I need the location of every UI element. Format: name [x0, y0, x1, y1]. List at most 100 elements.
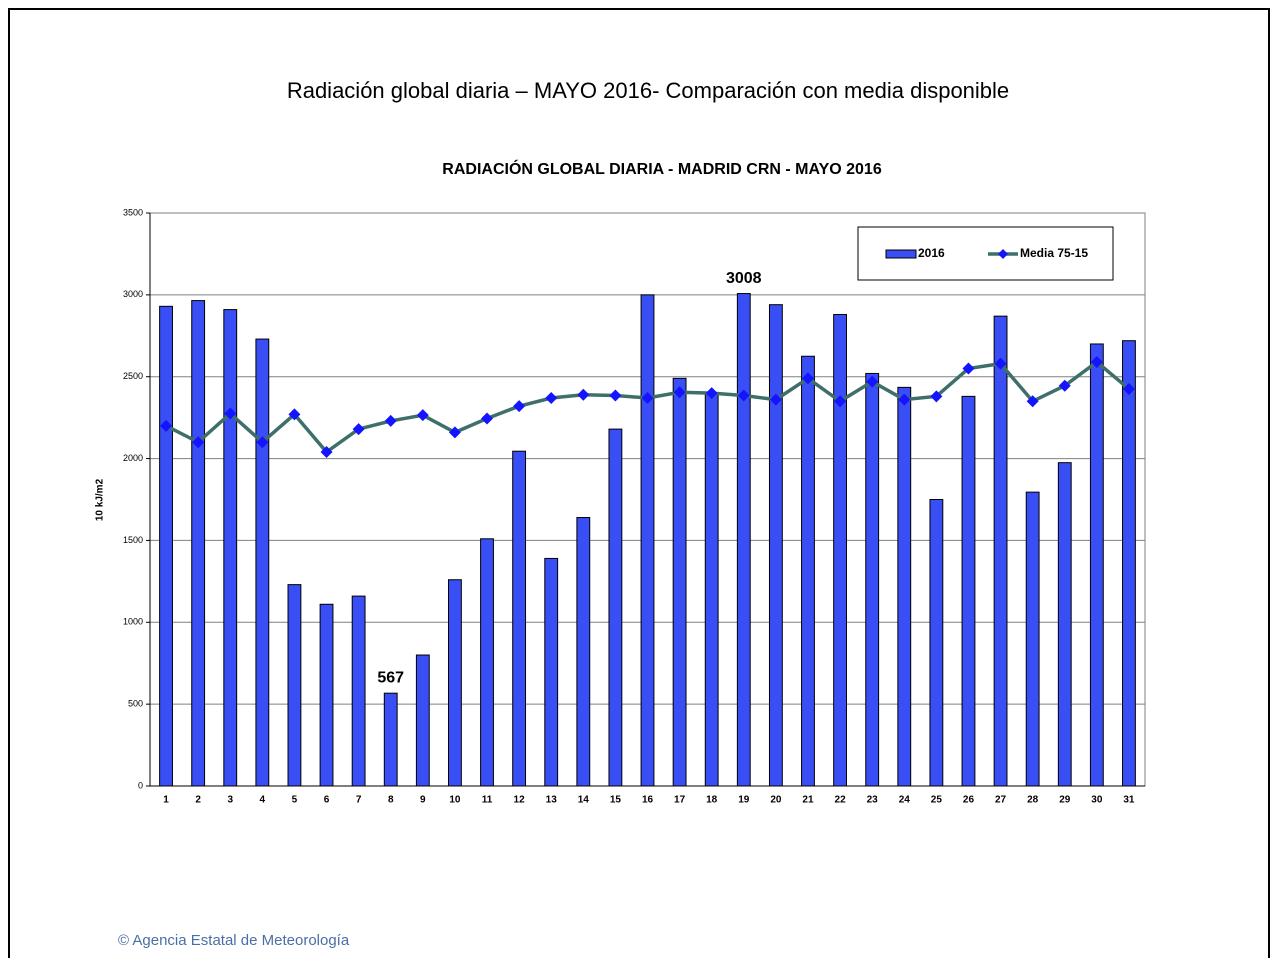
chart-title: RADIACIÓN GLOBAL DIARIA - MADRID CRN - M…	[442, 159, 882, 178]
x-tick-label: 1	[163, 795, 169, 806]
marker	[192, 436, 205, 449]
bar	[480, 538, 494, 787]
x-tick-label: 4	[260, 795, 266, 806]
x-tick-label: 2	[195, 795, 201, 806]
x-tick-label: 21	[802, 795, 814, 806]
bar	[383, 692, 398, 787]
x-tick-label: 5	[292, 795, 298, 806]
x-tick-label: 12	[514, 795, 526, 806]
y-tick-label: 3500	[123, 207, 143, 217]
x-tick-label: 15	[610, 795, 622, 806]
marker	[448, 426, 461, 439]
marker	[256, 436, 269, 449]
marker	[737, 389, 750, 402]
data-label: 567	[377, 669, 404, 686]
legend-label: 2016	[918, 246, 945, 260]
marker	[481, 412, 494, 425]
x-tick-label: 22	[835, 795, 847, 806]
bar	[191, 300, 206, 787]
x-tick-label: 23	[867, 795, 879, 806]
marker	[609, 389, 622, 402]
bar	[640, 294, 655, 787]
marker	[1058, 379, 1071, 392]
bar	[865, 372, 880, 787]
marker	[545, 391, 558, 404]
bar	[672, 377, 687, 787]
marker	[1122, 382, 1135, 395]
bar	[351, 595, 366, 787]
marker	[866, 375, 879, 388]
marker	[994, 357, 1007, 370]
marker	[513, 400, 526, 413]
marker	[384, 414, 397, 427]
bar	[1089, 343, 1104, 787]
marker	[834, 395, 847, 408]
marker	[673, 386, 686, 399]
marker	[288, 408, 301, 421]
y-tick-label: 0	[138, 780, 143, 790]
x-tick-label: 14	[578, 795, 590, 806]
x-tick-label: 31	[1123, 795, 1135, 806]
bar	[512, 450, 527, 787]
x-tick-label: 25	[931, 795, 943, 806]
x-tick-label: 8	[388, 795, 394, 806]
bar	[833, 314, 848, 787]
y-axis-label: 10 kJ/m2	[95, 478, 106, 521]
bar	[897, 386, 912, 787]
bar	[801, 355, 815, 787]
x-tick-label: 19	[738, 795, 750, 806]
bar	[929, 499, 944, 787]
marker	[320, 446, 333, 459]
bar	[608, 428, 623, 787]
marker	[769, 393, 782, 406]
bar	[1025, 491, 1040, 787]
legend-marker	[998, 249, 1008, 259]
footer: © Agencia Estatal de Meteorología	[118, 932, 350, 949]
marker	[577, 388, 590, 401]
x-tick-label: 26	[963, 795, 975, 806]
x-tick-label: 6	[324, 795, 330, 806]
bar	[287, 584, 302, 787]
bar	[768, 304, 783, 787]
legend-swatch	[885, 249, 917, 259]
bar	[448, 579, 462, 787]
x-tick-label: 30	[1091, 795, 1103, 806]
y-tick-label: 1000	[123, 617, 143, 627]
bar	[223, 309, 238, 787]
x-tick-label: 18	[706, 795, 718, 806]
x-tick-label: 29	[1059, 795, 1071, 806]
bar	[544, 557, 559, 787]
marker	[352, 423, 365, 436]
x-tick-label: 13	[546, 795, 558, 806]
marker	[224, 407, 237, 420]
bar	[736, 293, 751, 787]
marker	[1026, 395, 1039, 408]
marker	[962, 362, 975, 375]
x-tick-label: 16	[642, 795, 654, 806]
bar	[1057, 462, 1072, 787]
x-tick-label: 9	[420, 795, 426, 806]
page-title: Radiación global diaria – MAYO 2016- Com…	[287, 78, 1009, 103]
x-tick-label: 28	[1027, 795, 1039, 806]
data-label: 3008	[726, 270, 762, 287]
x-tick-label: 24	[899, 795, 911, 806]
marker	[705, 387, 718, 400]
y-tick-label: 3000	[123, 289, 143, 299]
x-tick-label: 27	[995, 795, 1007, 806]
bar	[415, 654, 430, 787]
marker	[416, 409, 429, 422]
bar	[319, 603, 334, 787]
x-tick-label: 10	[449, 795, 461, 806]
legend-label: Media 75-15	[1020, 246, 1088, 260]
marker	[930, 390, 943, 403]
bar	[159, 305, 173, 787]
x-tick-label: 17	[674, 795, 686, 806]
bar	[704, 392, 719, 787]
marker	[160, 419, 173, 432]
marker	[641, 391, 654, 404]
y-tick-label: 1500	[123, 535, 143, 545]
frame	[8, 8, 1270, 958]
y-tick-label: 2500	[123, 371, 143, 381]
marker	[898, 393, 911, 406]
